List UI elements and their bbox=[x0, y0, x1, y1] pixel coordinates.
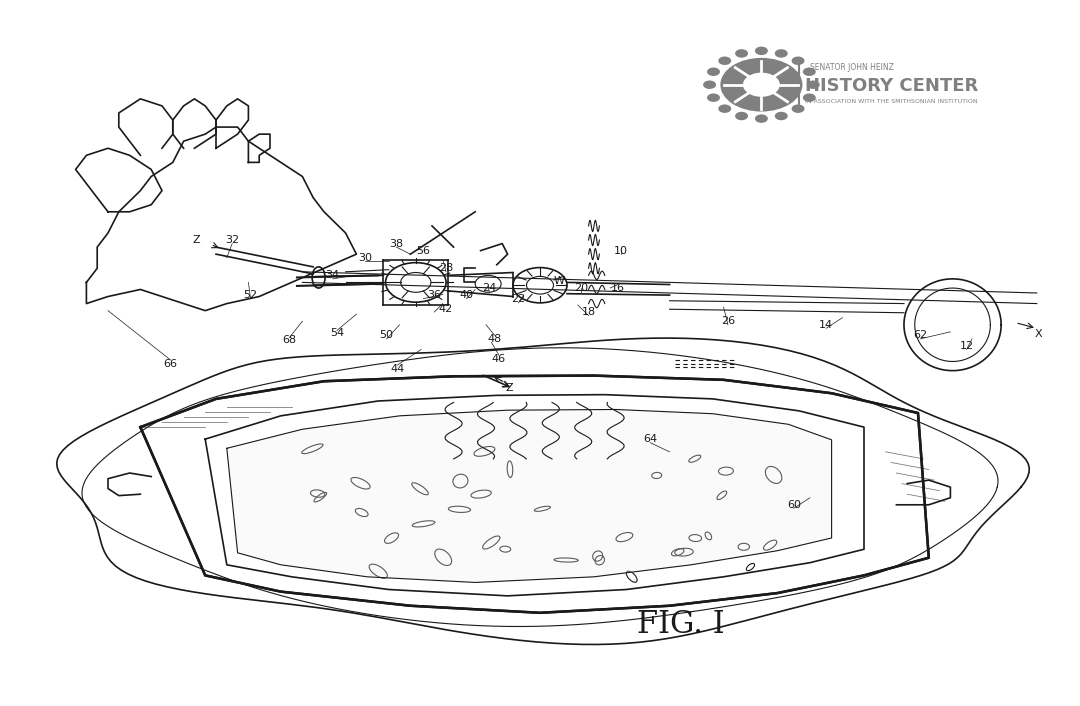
Circle shape bbox=[802, 68, 815, 76]
Text: 54: 54 bbox=[329, 328, 345, 338]
Circle shape bbox=[720, 58, 802, 112]
Text: 52: 52 bbox=[243, 290, 258, 300]
Text: 68: 68 bbox=[282, 335, 297, 345]
Text: 44: 44 bbox=[390, 364, 405, 373]
Text: 64: 64 bbox=[643, 434, 658, 444]
Text: Z: Z bbox=[505, 383, 514, 393]
Circle shape bbox=[718, 104, 731, 113]
Text: 10: 10 bbox=[615, 246, 627, 256]
Text: 56: 56 bbox=[417, 246, 430, 256]
Text: 16: 16 bbox=[611, 283, 624, 293]
Text: 34: 34 bbox=[325, 270, 340, 280]
Text: 50: 50 bbox=[380, 330, 393, 340]
Circle shape bbox=[792, 56, 805, 65]
Circle shape bbox=[755, 47, 768, 55]
Text: 20: 20 bbox=[573, 283, 589, 293]
Text: 46: 46 bbox=[491, 354, 507, 364]
Polygon shape bbox=[140, 376, 929, 613]
Circle shape bbox=[807, 80, 820, 89]
Circle shape bbox=[774, 112, 787, 120]
Text: 18: 18 bbox=[581, 307, 596, 317]
Text: 12: 12 bbox=[959, 341, 974, 351]
Circle shape bbox=[735, 49, 748, 58]
Text: 38: 38 bbox=[389, 239, 404, 249]
Polygon shape bbox=[227, 409, 832, 582]
Text: 22: 22 bbox=[511, 294, 526, 304]
Circle shape bbox=[774, 49, 787, 58]
Text: W: W bbox=[554, 276, 565, 286]
Text: 48: 48 bbox=[487, 334, 502, 344]
Circle shape bbox=[718, 56, 731, 65]
Circle shape bbox=[707, 93, 720, 102]
Text: 26: 26 bbox=[720, 316, 735, 326]
Text: 28: 28 bbox=[438, 263, 454, 273]
Text: SENATOR JOHN HEINZ: SENATOR JOHN HEINZ bbox=[810, 63, 894, 71]
Text: 60: 60 bbox=[787, 500, 800, 510]
Circle shape bbox=[755, 114, 768, 123]
Circle shape bbox=[792, 104, 805, 113]
Text: 62: 62 bbox=[913, 330, 928, 340]
Text: FIG. I: FIG. I bbox=[636, 609, 725, 640]
Circle shape bbox=[802, 93, 815, 102]
Text: 40: 40 bbox=[459, 290, 474, 300]
Text: 24: 24 bbox=[482, 283, 497, 293]
Text: Z: Z bbox=[192, 235, 201, 245]
Text: HISTORY CENTER: HISTORY CENTER bbox=[805, 77, 977, 95]
Circle shape bbox=[743, 73, 780, 97]
Text: 32: 32 bbox=[225, 235, 240, 245]
Text: X: X bbox=[1035, 329, 1043, 339]
Text: IN ASSOCIATION WITH THE SMITHSONIAN INSTITUTION: IN ASSOCIATION WITH THE SMITHSONIAN INST… bbox=[805, 99, 977, 104]
Circle shape bbox=[707, 68, 720, 76]
Circle shape bbox=[735, 112, 748, 120]
Text: 42: 42 bbox=[438, 304, 454, 314]
Text: 14: 14 bbox=[819, 320, 834, 330]
Text: 36: 36 bbox=[428, 290, 441, 300]
Text: 30: 30 bbox=[359, 253, 372, 263]
Text: 66: 66 bbox=[164, 359, 177, 369]
Circle shape bbox=[703, 80, 716, 89]
